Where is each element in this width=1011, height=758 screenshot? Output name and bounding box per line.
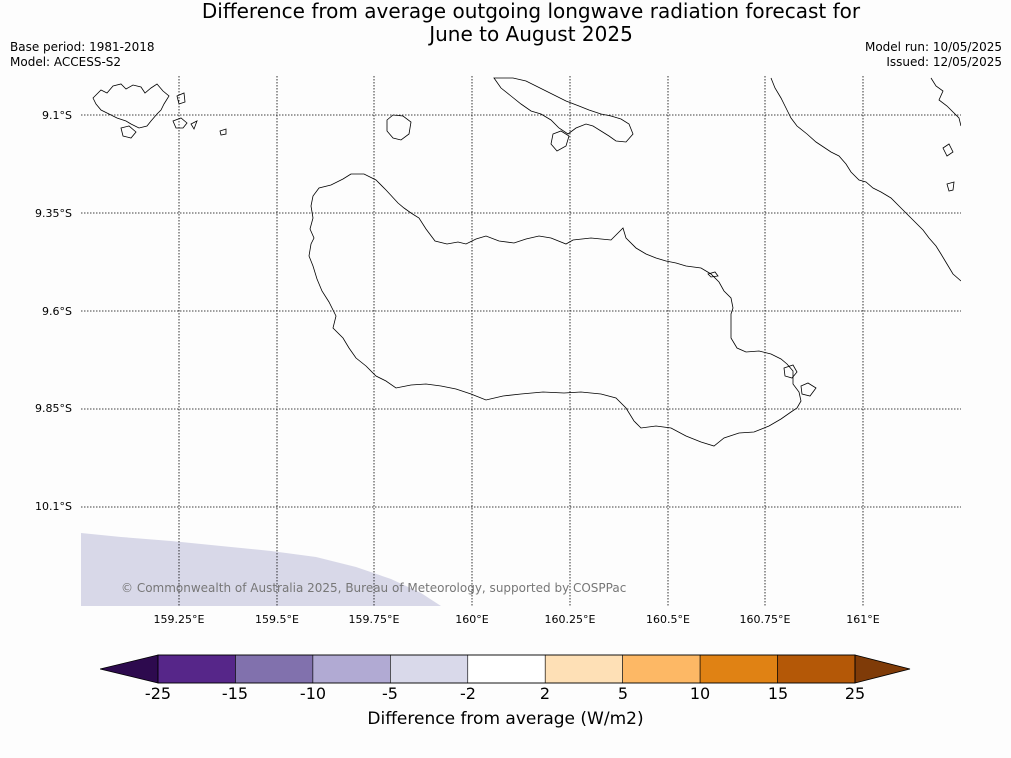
coastline-malaita-north bbox=[930, 77, 961, 127]
map-title: Difference from average outgoing longwav… bbox=[0, 0, 1011, 46]
coastline-malaita-islet bbox=[942, 143, 954, 157]
model-run-text: Model run: 10/05/2025 bbox=[864, 40, 1002, 54]
colorbar-bin bbox=[157, 654, 236, 684]
coastline-russell-islet-3 bbox=[176, 92, 186, 105]
base-period-text: Base period: 1981-2018 bbox=[10, 40, 155, 54]
lat-label: 10.1°S bbox=[35, 500, 72, 513]
coastline-russell-islands bbox=[92, 83, 170, 129]
colorbar-bin bbox=[235, 654, 314, 684]
coastline-florida-islands bbox=[493, 77, 634, 143]
colorbar-bins bbox=[157, 654, 856, 684]
colorbar-tick: -15 bbox=[221, 684, 249, 703]
colorbar-tick: 2 bbox=[539, 684, 551, 703]
coastline-russell-islet-2 bbox=[172, 117, 188, 129]
colorbar-bin bbox=[544, 654, 623, 684]
colorbar-tick: 25 bbox=[844, 684, 866, 703]
colorbar-bin bbox=[699, 654, 778, 684]
copyright-text: © Commonwealth of Australia 2025, Bureau… bbox=[121, 581, 627, 595]
colorbar-tick: -25 bbox=[144, 684, 172, 703]
colorbar-tick: 5 bbox=[617, 684, 629, 703]
coastline-marau-islet bbox=[783, 364, 798, 379]
coastline-savo bbox=[386, 114, 412, 141]
map-svg bbox=[81, 76, 961, 606]
issued-text: Issued: 12/05/2025 bbox=[886, 55, 1002, 69]
colorbar-tick: 15 bbox=[767, 684, 789, 703]
coastline-marau-islet-2 bbox=[800, 382, 817, 397]
colorbar-tick: 10 bbox=[689, 684, 711, 703]
lon-label: 161°E bbox=[846, 613, 880, 626]
coastline-malaita bbox=[770, 77, 961, 282]
colorbar-bin bbox=[622, 654, 701, 684]
coastline-russell-islet-4 bbox=[190, 120, 198, 130]
colorbar-bin bbox=[467, 654, 546, 684]
coastline-islet bbox=[707, 271, 719, 278]
model-text: Model: ACCESS-S2 bbox=[10, 55, 122, 69]
lon-label: 160.25°E bbox=[544, 613, 596, 626]
colorbar-tick: -2 bbox=[460, 684, 476, 703]
graticule bbox=[81, 76, 961, 606]
title-line-1: Difference from average outgoing longwav… bbox=[201, 0, 861, 23]
coastline-russell-islet-5 bbox=[219, 128, 227, 136]
coastline-malaita-islet-2 bbox=[946, 181, 955, 192]
anomaly-shaded-region bbox=[81, 533, 441, 606]
coastline-guadalcanal bbox=[308, 173, 802, 447]
lon-label: 159.5°E bbox=[255, 613, 299, 626]
colorbar-tick: -5 bbox=[382, 684, 398, 703]
colorbar-bin bbox=[390, 654, 469, 684]
lon-label: 160.5°E bbox=[646, 613, 690, 626]
colorbar-tick: -10 bbox=[299, 684, 327, 703]
meta-left: Base period: 1981-2018 Model: ACCESS-S2 bbox=[10, 40, 155, 70]
colorbar-bin bbox=[312, 654, 391, 684]
colorbar-extend-high bbox=[854, 654, 911, 684]
coastline-russell-islet-1 bbox=[120, 125, 137, 139]
colorbar-extend-low bbox=[100, 654, 159, 684]
colorbar-label: Difference from average (W/m2) bbox=[367, 709, 644, 729]
lat-label: 9.6°S bbox=[42, 305, 72, 318]
lon-label: 160.75°E bbox=[739, 613, 791, 626]
coastlines bbox=[92, 77, 961, 447]
title-line-2: June to August 2025 bbox=[429, 22, 633, 46]
map-area bbox=[81, 76, 961, 606]
lon-label: 160°E bbox=[455, 613, 489, 626]
lat-label: 9.35°S bbox=[35, 207, 72, 220]
lat-label: 9.1°S bbox=[42, 109, 72, 122]
colorbar bbox=[100, 654, 911, 684]
coastline-florida-south bbox=[550, 130, 570, 152]
lon-label: 159.25°E bbox=[153, 613, 205, 626]
lon-label: 159.75°E bbox=[348, 613, 400, 626]
meta-right: Model run: 10/05/2025 Issued: 12/05/2025 bbox=[865, 40, 1002, 70]
colorbar-outline bbox=[157, 654, 856, 684]
lat-label: 9.85°S bbox=[35, 402, 72, 415]
colorbar-bin bbox=[777, 654, 856, 684]
